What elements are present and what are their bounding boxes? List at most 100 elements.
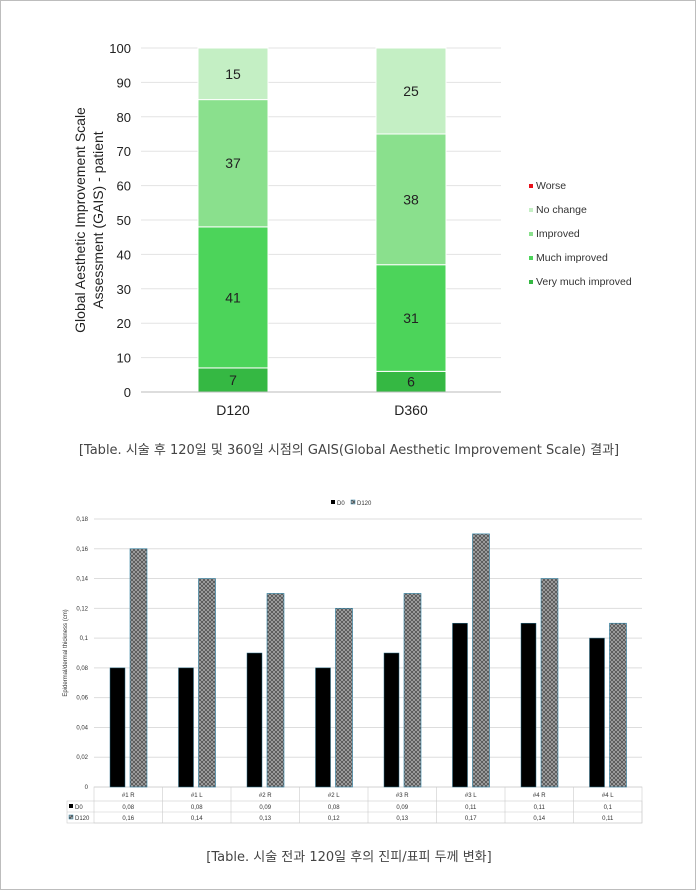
data-label: 41 xyxy=(225,289,241,305)
bar-d120 xyxy=(266,593,285,788)
legend-label: D120 xyxy=(357,501,372,507)
legend-label: Much improved xyxy=(536,252,608,264)
bar-d0 xyxy=(520,622,537,788)
bar-d0 xyxy=(383,652,400,788)
legend-label: Improved xyxy=(536,228,580,240)
table-row-label: D120 xyxy=(75,816,90,822)
bar-d120 xyxy=(472,533,490,788)
y-tick-label: 0 xyxy=(124,385,131,400)
y-tick-label: 80 xyxy=(117,110,131,125)
bar-d120 xyxy=(403,593,422,788)
y-tick-label: 0,1 xyxy=(80,636,89,642)
legend-swatch xyxy=(529,256,533,260)
bar-segment xyxy=(197,367,269,393)
x-tick-label: #3 R xyxy=(396,793,409,799)
bar-segment xyxy=(197,99,269,228)
table-cell: 0,1 xyxy=(604,805,613,811)
legend-swatch-d120 xyxy=(350,499,356,505)
table-cell: 0,14 xyxy=(533,816,545,822)
bar-segment xyxy=(375,264,447,372)
y-tick-label: 0 xyxy=(85,785,89,791)
y-tick-label: 20 xyxy=(117,316,131,331)
y-tick-label: 60 xyxy=(117,179,131,194)
bar-d0 xyxy=(109,667,126,788)
legend-swatch xyxy=(529,280,533,284)
x-tick-label: #1 R xyxy=(122,793,135,799)
table-cell: 0,14 xyxy=(191,816,203,822)
bar-d120 xyxy=(609,622,627,788)
data-label: 31 xyxy=(403,310,419,326)
bar-d0 xyxy=(452,622,468,788)
bar-segment xyxy=(375,47,447,135)
bar-segment xyxy=(375,133,447,266)
bar-d120 xyxy=(198,578,216,788)
bar-d0 xyxy=(246,652,263,788)
legend-label: Very much improved xyxy=(536,276,632,288)
x-tick-label: #2 R xyxy=(259,793,272,799)
table-row-label: D0 xyxy=(75,805,83,811)
y-axis-title: Epidermal/dermal thickness (cm) xyxy=(63,609,69,696)
y-tick-label: 10 xyxy=(117,351,131,366)
y-tick-label: 0,06 xyxy=(76,696,88,702)
x-tick-label: D120 xyxy=(216,402,250,418)
y-tick-label: 0,12 xyxy=(76,606,88,612)
y-tick-label: 0,08 xyxy=(76,666,88,672)
y-tick-label: 0,14 xyxy=(76,577,88,583)
table-cell: 0,11 xyxy=(465,805,477,811)
legend-label: D0 xyxy=(337,501,345,507)
bar-d120 xyxy=(335,608,353,788)
bar-segment xyxy=(197,47,269,101)
table-cell: 0,09 xyxy=(396,805,408,811)
bar-d0 xyxy=(178,667,194,788)
y-tick-label: 0,04 xyxy=(76,725,88,731)
legend-label: No change xyxy=(536,204,587,216)
legend-swatch xyxy=(529,208,533,212)
table-cell: 0,08 xyxy=(328,805,340,811)
y-tick-label: 100 xyxy=(109,41,131,56)
legend-swatch xyxy=(529,184,533,188)
table-cell: 0,12 xyxy=(328,816,340,822)
data-label: 37 xyxy=(225,155,241,171)
legend-swatch xyxy=(529,232,533,236)
data-label: 15 xyxy=(225,66,241,82)
table-cell: 0,11 xyxy=(534,805,546,811)
bar-d120 xyxy=(540,578,559,788)
table-legend-key xyxy=(69,804,73,808)
table-legend-key xyxy=(68,814,74,820)
bar-d120 xyxy=(129,548,148,788)
y-axis-title: Global Aesthetic Improvement Scale Assess… xyxy=(72,107,106,333)
y-tick-label: 0,02 xyxy=(76,755,88,761)
y-tick-label: 70 xyxy=(117,144,131,159)
y-tick-label: 40 xyxy=(117,247,131,262)
data-label: 7 xyxy=(229,372,237,388)
x-tick-label: D360 xyxy=(394,402,428,418)
legend-swatch-d0 xyxy=(331,500,335,504)
table-cell: 0,13 xyxy=(259,816,271,822)
bar-d0 xyxy=(589,637,605,788)
chart2-caption: [Table. 시술 전과 120일 후의 진피/표피 두께 변화] xyxy=(206,850,492,865)
x-tick-label: #1 L xyxy=(191,793,203,799)
legend-label: Worse xyxy=(536,180,566,192)
table-cell: 0,17 xyxy=(465,816,477,822)
y-tick-label: 0,16 xyxy=(76,547,88,553)
x-tick-label: #4 L xyxy=(602,793,614,799)
table-cell: 0,08 xyxy=(191,805,203,811)
table-cell: 0,09 xyxy=(259,805,271,811)
x-tick-label: #2 L xyxy=(328,793,340,799)
x-tick-label: #4 R xyxy=(533,793,546,799)
bar-d0 xyxy=(315,667,331,788)
table-cell: 0,16 xyxy=(122,816,134,822)
data-label: 25 xyxy=(403,83,419,99)
y-tick-label: 50 xyxy=(117,213,131,228)
table-cell: 0,13 xyxy=(396,816,408,822)
bar-segment xyxy=(197,226,269,369)
y-tick-label: 90 xyxy=(117,75,131,90)
data-label: 38 xyxy=(403,191,419,207)
y-tick-label: 0,18 xyxy=(76,517,88,523)
data-label: 6 xyxy=(407,374,415,390)
table-cell: 0,08 xyxy=(122,805,134,811)
x-tick-label: #3 L xyxy=(465,793,477,799)
y-tick-label: 30 xyxy=(117,282,131,297)
